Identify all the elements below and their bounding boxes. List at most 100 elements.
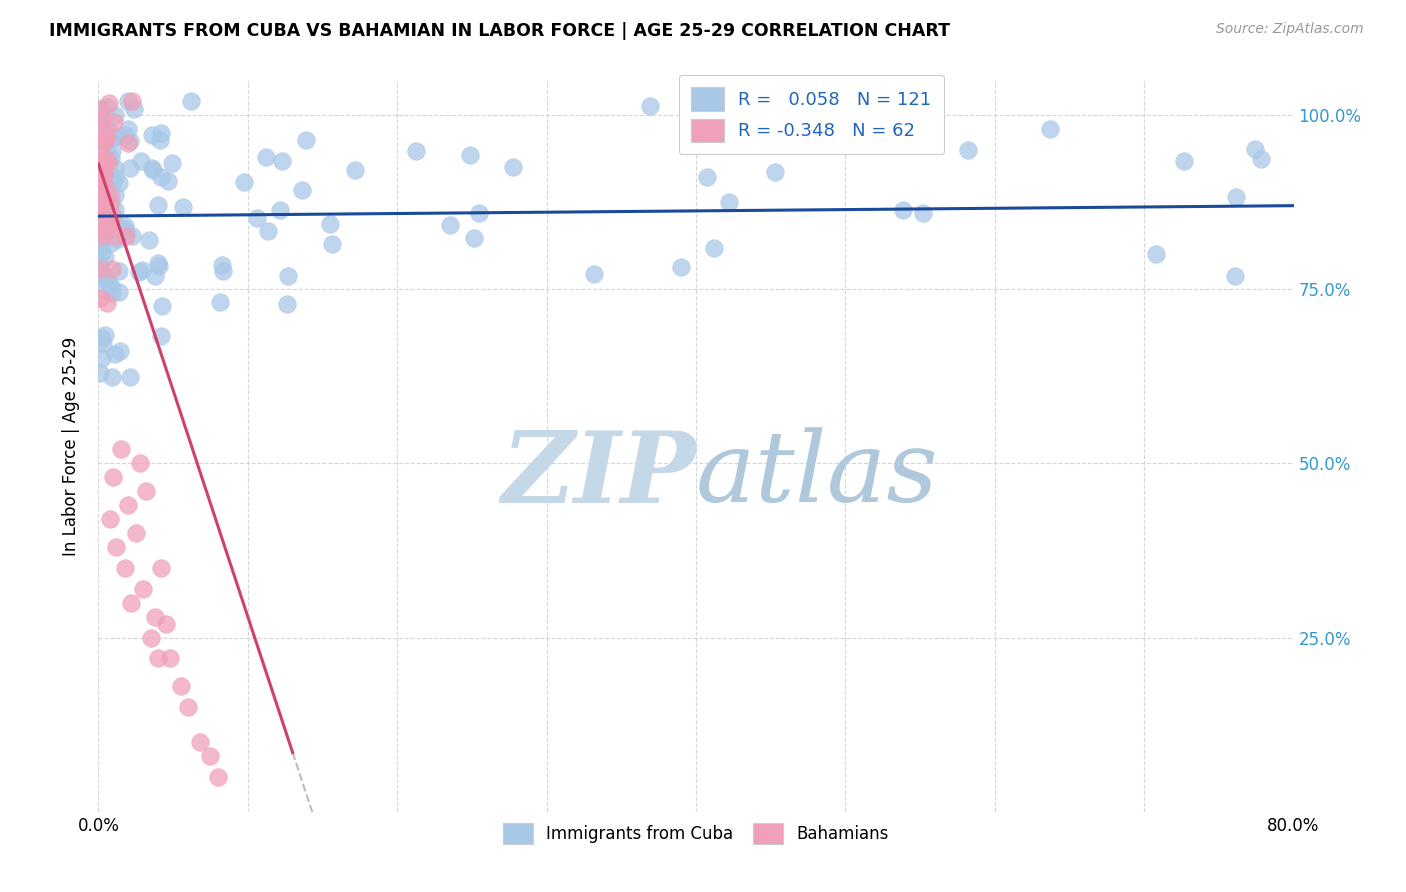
Point <box>148 651 170 665</box>
Point <box>100 370 122 384</box>
Point <box>124 102 146 116</box>
Point <box>100 261 122 276</box>
Point <box>89 262 111 277</box>
Point <box>142 163 165 178</box>
Point <box>271 154 294 169</box>
Point <box>107 232 129 246</box>
Point <box>104 231 127 245</box>
Point <box>276 297 298 311</box>
Point <box>93 251 115 265</box>
Point <box>91 165 114 179</box>
Point <box>101 209 124 223</box>
Point <box>254 150 277 164</box>
Point <box>98 195 121 210</box>
Point <box>94 134 117 148</box>
Point <box>1225 190 1247 204</box>
Text: IMMIGRANTS FROM CUBA VS BAHAMIAN IN LABOR FORCE | AGE 25-29 CORRELATION CHART: IMMIGRANTS FROM CUBA VS BAHAMIAN IN LABO… <box>49 22 950 40</box>
Point <box>104 347 127 361</box>
Point <box>582 267 605 281</box>
Point <box>208 295 231 310</box>
Point <box>94 134 117 148</box>
Point <box>91 112 114 126</box>
Point <box>957 143 980 157</box>
Point <box>246 211 269 226</box>
Point <box>146 198 169 212</box>
Point <box>90 154 112 169</box>
Point <box>100 285 122 300</box>
Point <box>105 540 128 554</box>
Point <box>94 327 117 342</box>
Point <box>458 148 481 162</box>
Point <box>893 203 915 218</box>
Point <box>90 240 112 254</box>
Point <box>91 351 114 365</box>
Point <box>467 206 489 220</box>
Point <box>91 245 114 260</box>
Point <box>101 176 124 190</box>
Point <box>319 217 342 231</box>
Point <box>96 128 118 142</box>
Point <box>98 188 121 202</box>
Point <box>763 164 786 178</box>
Point <box>89 258 111 272</box>
Point <box>90 195 112 210</box>
Point <box>125 526 148 541</box>
Point <box>103 187 125 202</box>
Point <box>108 176 131 190</box>
Point <box>90 221 112 235</box>
Point <box>138 234 160 248</box>
Point <box>89 291 111 305</box>
Point <box>91 337 114 351</box>
Point <box>257 224 280 238</box>
Point <box>117 94 139 108</box>
Point <box>232 175 254 189</box>
Point <box>97 277 120 291</box>
Point <box>638 98 661 112</box>
Point <box>405 144 427 158</box>
Point <box>143 609 166 624</box>
Point <box>117 122 139 136</box>
Point <box>97 123 120 137</box>
Point <box>96 100 118 114</box>
Point <box>141 161 163 175</box>
Point <box>120 370 142 384</box>
Point <box>129 457 152 471</box>
Point <box>89 178 111 192</box>
Point <box>89 123 111 137</box>
Point <box>90 203 112 218</box>
Point <box>89 210 111 224</box>
Point <box>343 162 366 177</box>
Point <box>89 193 111 207</box>
Point <box>112 222 135 236</box>
Point <box>294 133 316 147</box>
Point <box>207 770 229 784</box>
Point <box>200 749 222 764</box>
Point <box>117 136 139 151</box>
Point <box>150 561 173 575</box>
Text: atlas: atlas <box>696 427 939 523</box>
Text: Source: ZipAtlas.com: Source: ZipAtlas.com <box>1216 22 1364 37</box>
Point <box>108 264 131 278</box>
Point <box>100 235 122 250</box>
Point <box>89 147 111 161</box>
Point <box>703 241 725 255</box>
Point <box>89 366 111 380</box>
Point <box>118 161 141 175</box>
Point <box>111 128 134 143</box>
Point <box>502 161 524 175</box>
Point <box>91 267 114 281</box>
Legend: Immigrants from Cuba, Bahamians: Immigrants from Cuba, Bahamians <box>496 816 896 851</box>
Point <box>104 170 127 185</box>
Point <box>141 128 163 143</box>
Point <box>439 218 461 232</box>
Point <box>100 216 122 230</box>
Point <box>159 651 181 665</box>
Point <box>135 484 157 499</box>
Point <box>177 700 200 714</box>
Point <box>718 194 741 209</box>
Point <box>90 119 112 133</box>
Point <box>94 222 117 236</box>
Point <box>148 260 170 274</box>
Point <box>156 174 179 188</box>
Point <box>93 209 115 223</box>
